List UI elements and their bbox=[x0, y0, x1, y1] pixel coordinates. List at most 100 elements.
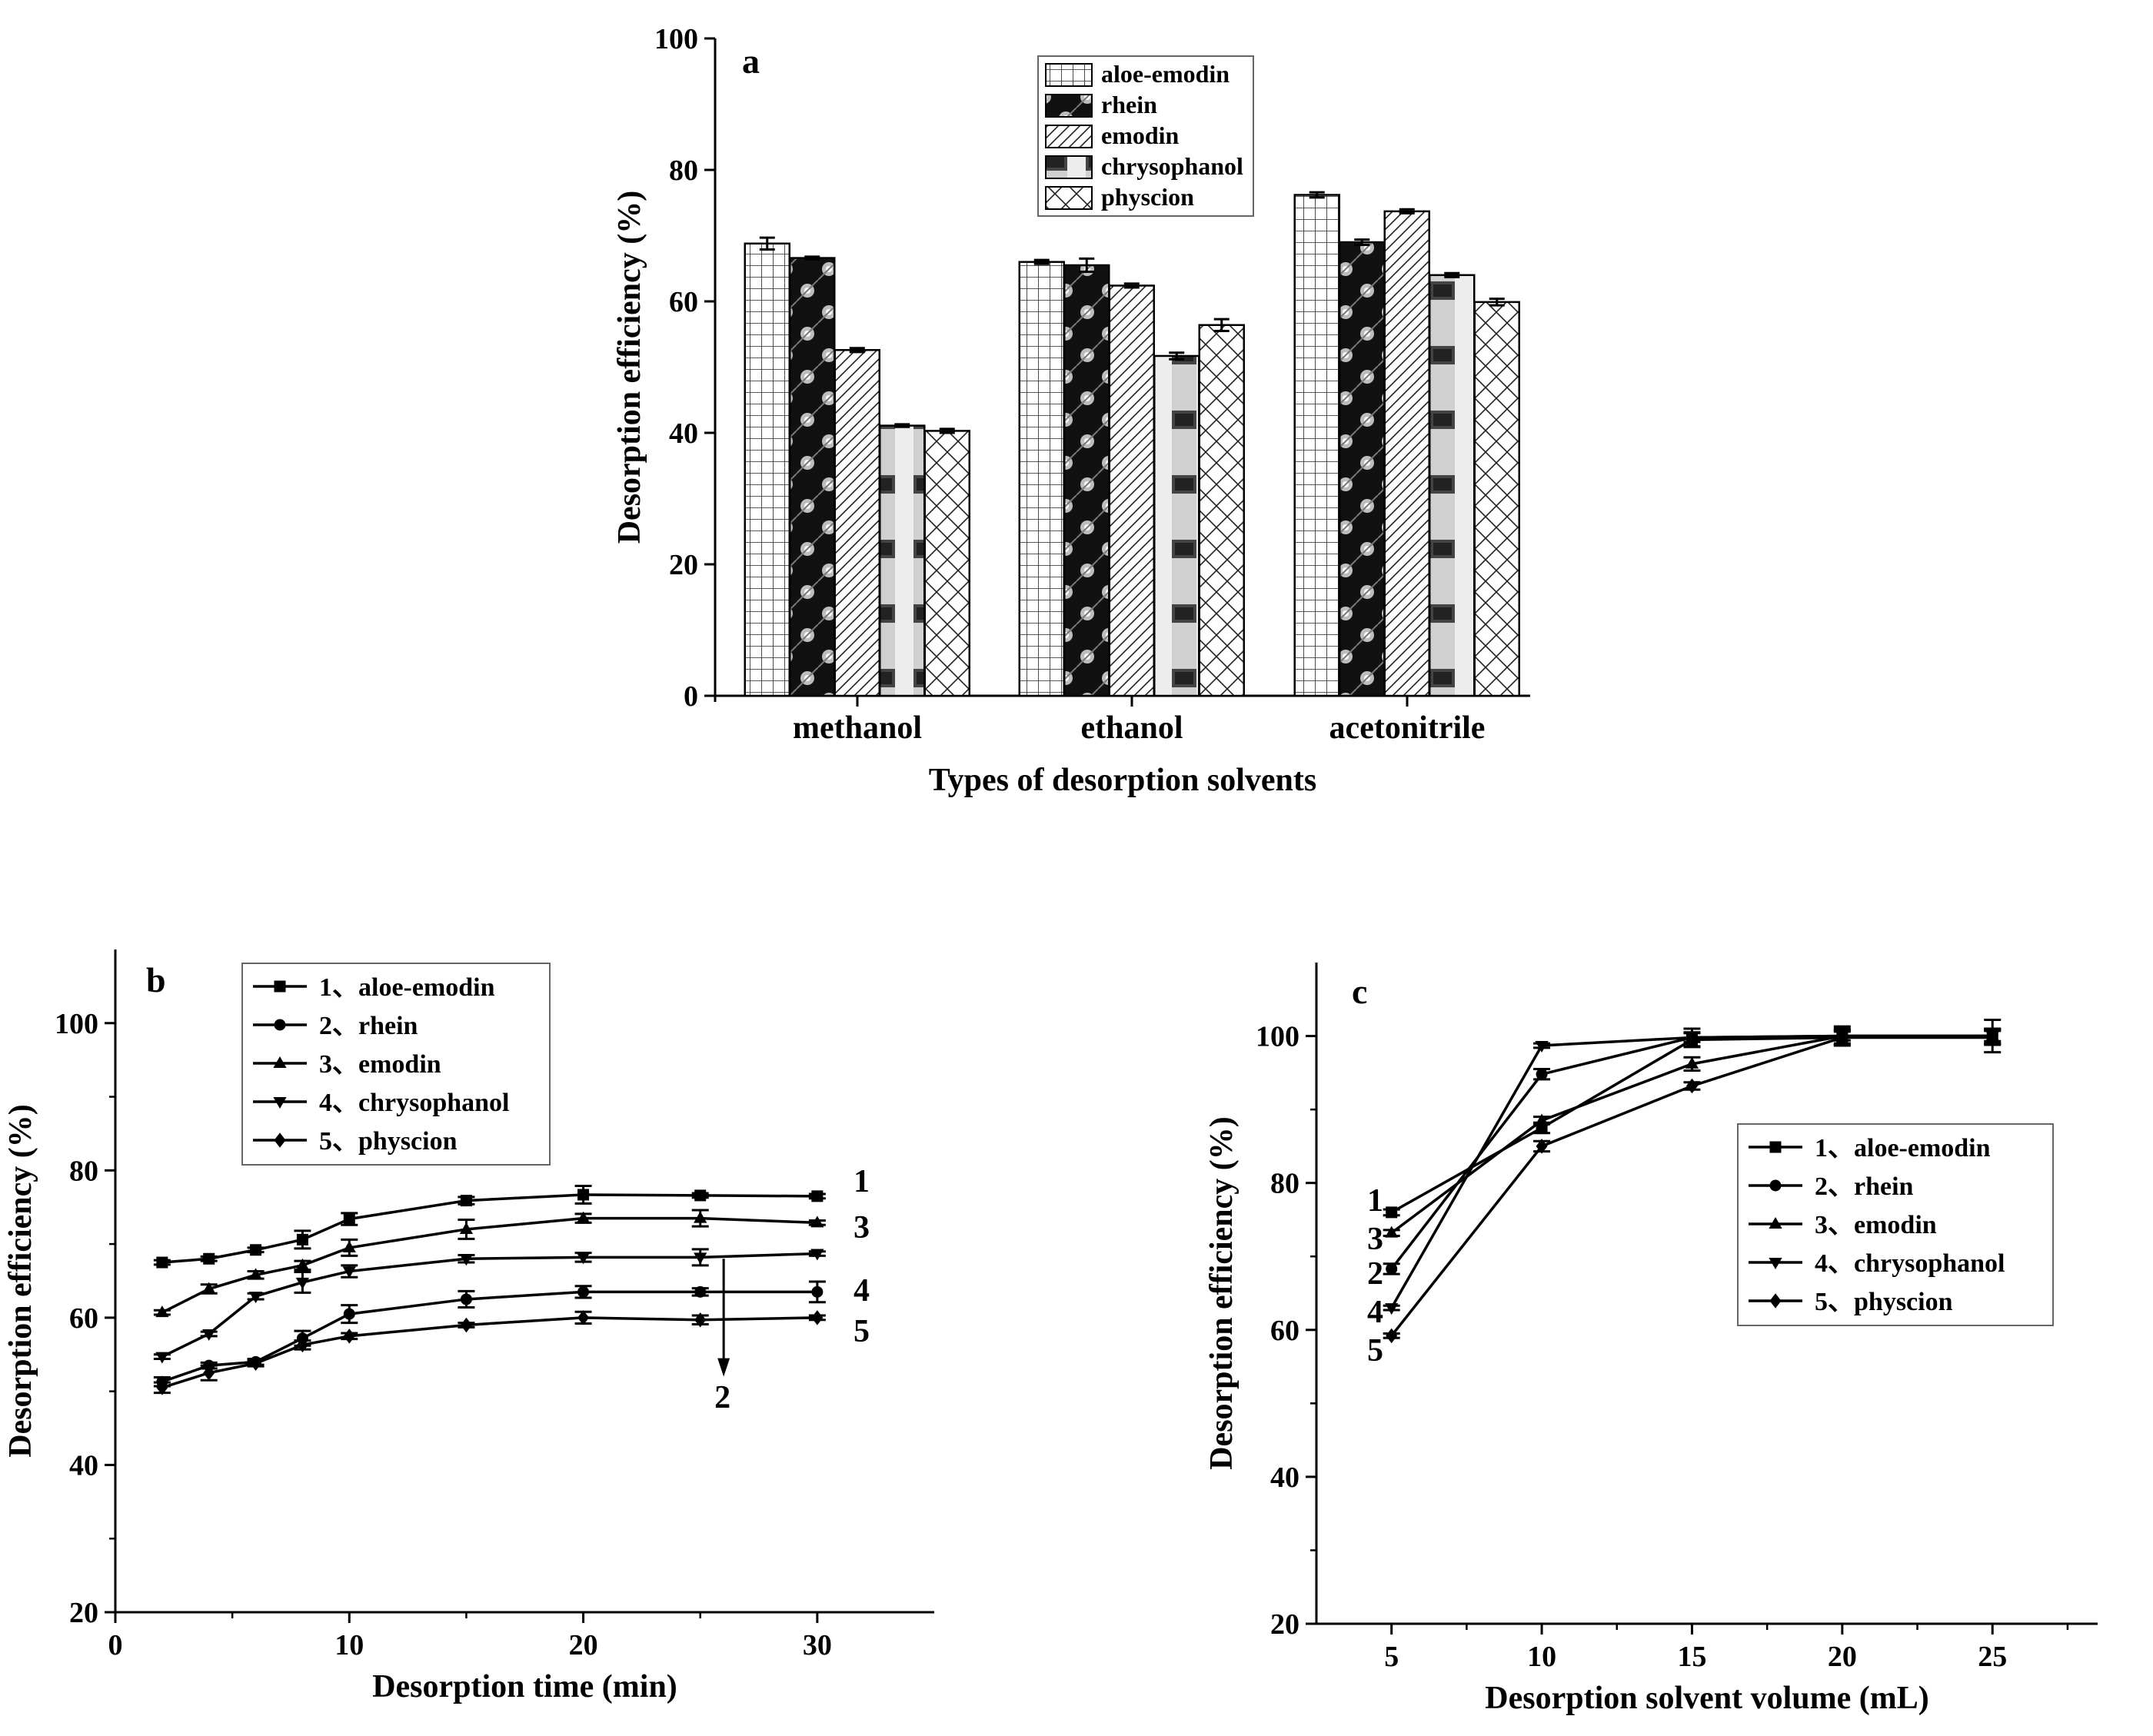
series-5-physcion bbox=[1383, 1027, 2002, 1344]
series-3-emodin bbox=[153, 1209, 826, 1318]
y-axis-title: Desorption efficiency (%) bbox=[3, 1104, 38, 1458]
point-1-aloe-emodin-10 bbox=[343, 1213, 355, 1226]
panel-label: b bbox=[146, 960, 166, 999]
y-tick-label: 80 bbox=[1270, 1168, 1299, 1200]
y-tick-label: 20 bbox=[1270, 1608, 1299, 1641]
point-5-physcion-20 bbox=[1836, 1029, 1849, 1046]
y-tick-label: 80 bbox=[669, 155, 698, 187]
bar-chrysophanol-methanol bbox=[879, 424, 926, 697]
point-3-emodin-6 bbox=[248, 1268, 263, 1280]
point-4-chrysophanol-30 bbox=[810, 1249, 824, 1261]
legend-swatch-emodin bbox=[1045, 125, 1093, 148]
point-5-physcion-10 bbox=[1536, 1139, 1548, 1154]
bar-physcion-ethanol bbox=[1198, 324, 1245, 697]
point-3-emodin-5 bbox=[1385, 1226, 1399, 1238]
legend-label-2-rhein: 2、rhein bbox=[1815, 1172, 1914, 1201]
point-2-rhein-20 bbox=[577, 1285, 590, 1298]
x-tick-label: 5 bbox=[1384, 1641, 1399, 1673]
y-tick-label: 100 bbox=[1256, 1021, 1299, 1053]
series-line-2-rhein bbox=[161, 1290, 817, 1383]
bar-physcion-acetonitrile bbox=[1473, 301, 1520, 697]
y-tick-label: 80 bbox=[69, 1155, 98, 1187]
point-3-emodin-2 bbox=[155, 1305, 169, 1318]
point-2-rhein-10 bbox=[343, 1308, 355, 1320]
bar-chrysophanol-ethanol bbox=[1153, 354, 1200, 697]
point-2-rhein-10 bbox=[1536, 1068, 1548, 1080]
y-tick-label: 60 bbox=[69, 1302, 98, 1335]
x-axis-title: Types of desorption solvents bbox=[929, 763, 1316, 798]
point-4-chrysophanol-6 bbox=[248, 1292, 263, 1304]
y-axis-title: Desorption efficiency (%) bbox=[612, 191, 647, 544]
legend-marker-2-rhein bbox=[1769, 1179, 1782, 1192]
point-1-aloe-emodin-6 bbox=[250, 1244, 262, 1256]
point-3-emodin-10 bbox=[342, 1240, 356, 1252]
legend-label-emodin: emodin bbox=[1101, 121, 1180, 149]
legend-marker-5-physcion bbox=[274, 1132, 286, 1148]
y-tick-label: 60 bbox=[669, 286, 698, 318]
point-5-physcion-6 bbox=[250, 1355, 262, 1372]
x-tick-label: 30 bbox=[803, 1629, 832, 1661]
point-4-chrysophanol-25 bbox=[694, 1252, 707, 1265]
panel-label: c bbox=[1352, 972, 1367, 1011]
legend-label-4-chrysophanol: 4、chrysophanol bbox=[319, 1089, 510, 1117]
y-tick-label: 0 bbox=[684, 680, 698, 713]
bar-emodin-ethanol bbox=[1108, 284, 1155, 697]
y-tick-label: 100 bbox=[654, 23, 698, 55]
bar-aloe-emodin-ethanol bbox=[1018, 261, 1065, 697]
legend-swatch-chrysophanol bbox=[1045, 155, 1093, 179]
point-3-emodin-25 bbox=[694, 1211, 707, 1223]
y-tick-label: 20 bbox=[669, 549, 698, 581]
point-4-chrysophanol-15 bbox=[459, 1254, 474, 1266]
point-2-rhein-30 bbox=[811, 1285, 824, 1298]
legend-label-4-chrysophanol: 4、chrysophanol bbox=[1815, 1249, 2005, 1278]
point-4-chrysophanol-4 bbox=[202, 1329, 216, 1341]
legend-swatch-physcion bbox=[1045, 186, 1093, 210]
panel-label: a bbox=[742, 42, 760, 81]
panel-a-bar-chart: 0 20 40 60 80 100 methanol ethanol acetonitrile a… bbox=[612, 23, 1530, 798]
point-1-aloe-emodin-30 bbox=[811, 1190, 824, 1202]
point-5-physcion-25 bbox=[694, 1312, 707, 1328]
y-tick-label: 40 bbox=[69, 1449, 98, 1482]
bar-aloe-emodin-methanol bbox=[744, 242, 790, 697]
legend-marker-1-aloe-emodin bbox=[274, 980, 286, 993]
legend-label-5-physcion: 5、physcion bbox=[319, 1127, 458, 1156]
point-4-chrysophanol-5 bbox=[1385, 1303, 1399, 1315]
start-label-2: 2 bbox=[1367, 1256, 1383, 1292]
point-3-emodin-20 bbox=[576, 1211, 591, 1223]
x-axis-title: Desorption solvent volume (mL) bbox=[1485, 1681, 1928, 1716]
point-5-physcion-2 bbox=[156, 1380, 168, 1395]
point-3-emodin-10 bbox=[1535, 1113, 1549, 1126]
x-tick-label: 15 bbox=[1677, 1641, 1706, 1673]
x-tick-label: methanol bbox=[793, 710, 922, 746]
x-axis-title: Desorption time (min) bbox=[372, 1669, 677, 1704]
start-label-3: 3 bbox=[1367, 1222, 1383, 1257]
x-tick-label: 10 bbox=[1527, 1641, 1556, 1673]
legend-marker-5-physcion bbox=[1769, 1293, 1782, 1309]
point-3-emodin-8 bbox=[295, 1258, 310, 1270]
y-tick-label: 20 bbox=[69, 1597, 98, 1629]
legend-label-3-emodin: 3、emodin bbox=[319, 1050, 441, 1079]
end-label-2: 2 bbox=[714, 1380, 730, 1415]
panel-b-line-chart: 20 40 60 80 100 0 10 20 30 1、aloe-emodin 2、rhein 3、… bbox=[3, 949, 934, 1704]
point-5-physcion-30 bbox=[811, 1310, 824, 1325]
bar-emodin-acetonitrile bbox=[1383, 210, 1430, 697]
end-label-5: 5 bbox=[854, 1314, 870, 1349]
point-5-physcion-20 bbox=[577, 1310, 590, 1325]
point-4-chrysophanol-10 bbox=[342, 1266, 356, 1279]
y-tick-label: 40 bbox=[1270, 1462, 1299, 1494]
legend-marker-4-chrysophanol bbox=[273, 1097, 287, 1109]
point-2-rhein-25 bbox=[694, 1285, 707, 1298]
x-tick-label: 25 bbox=[1978, 1641, 2007, 1673]
legend-label-chrysophanol: chrysophanol bbox=[1101, 152, 1243, 180]
point-5-physcion-15 bbox=[1685, 1078, 1698, 1094]
legend-marker-3-emodin bbox=[1769, 1217, 1782, 1229]
point-4-chrysophanol-2 bbox=[155, 1352, 169, 1364]
y-tick-label: 40 bbox=[669, 417, 698, 450]
series-5-physcion bbox=[153, 1310, 826, 1395]
point-1-aloe-emodin-15 bbox=[460, 1195, 472, 1207]
x-tick-label: 0 bbox=[108, 1629, 123, 1661]
bar-rhein-ethanol bbox=[1063, 264, 1110, 697]
point-2-rhein-5 bbox=[1386, 1262, 1398, 1275]
bar-aloe-emodin-acetonitrile bbox=[1293, 194, 1340, 697]
